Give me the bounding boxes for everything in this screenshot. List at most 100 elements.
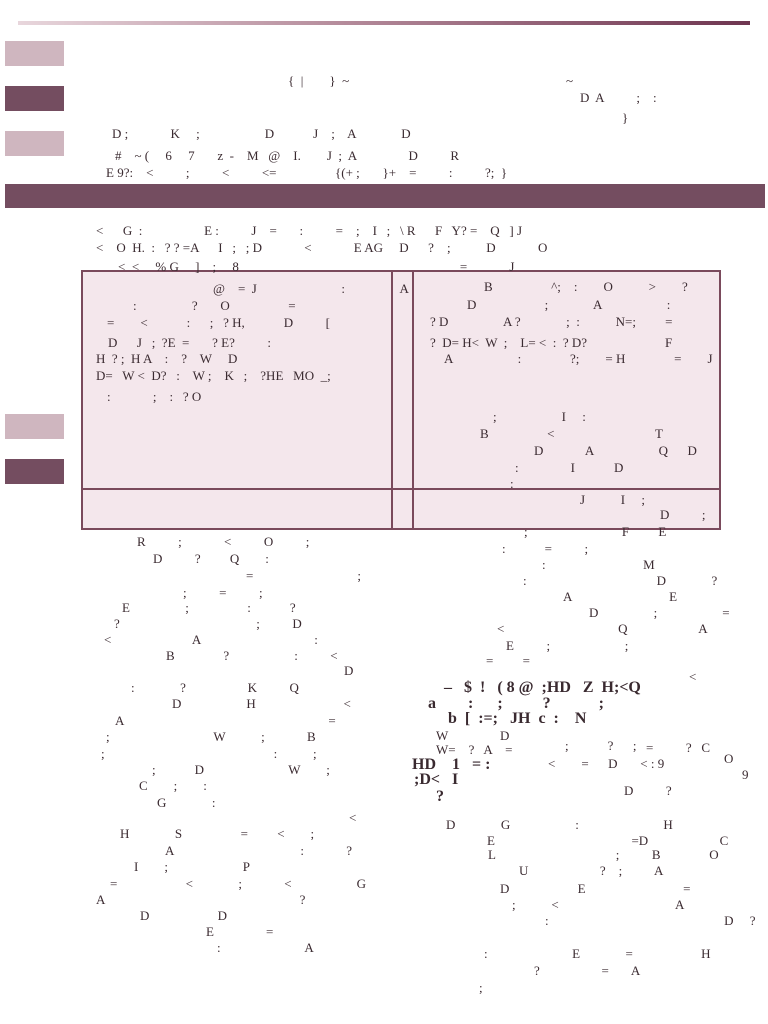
doc-line-44: ; : ; — [101, 746, 317, 761]
doc-line-76: < = D < : 9 — [548, 756, 665, 771]
table-divider-2 — [412, 272, 414, 528]
doc-line-70: W= ? A = — [436, 742, 513, 757]
doc-line-4: } — [622, 110, 629, 125]
doc-line-64: = = — [486, 653, 530, 668]
doc-line-48: < — [349, 810, 357, 825]
doc-line-14: D J ; ?E = ? E? : — [108, 335, 271, 350]
doc-line-47: G : — [157, 795, 216, 810]
doc-line-63: E ; ; — [506, 638, 629, 653]
doc-line-83: U ? ; A — [519, 863, 664, 878]
doc-line-28: J I ; — [580, 492, 645, 507]
table-divider-1 — [391, 272, 393, 528]
doc-line-55: E = — [206, 924, 274, 939]
doc-line-45: ; D W ; — [152, 762, 330, 777]
doc-line-71: HD 1 = : — [412, 756, 491, 773]
header-rule — [18, 21, 750, 25]
doc-line-86: : D ? — [545, 913, 756, 928]
margin-tab-5 — [5, 459, 64, 484]
doc-line-88: ? = A — [534, 963, 641, 978]
doc-line-19: D ; A : — [467, 297, 671, 312]
doc-line-5: D ; K ; D J ; A D — [112, 126, 411, 141]
doc-line-50: A : ? — [165, 843, 353, 858]
doc-line-32: D ? Q : — [153, 551, 269, 566]
doc-line-46: C ; : — [139, 778, 207, 793]
doc-line-51: I ; P — [134, 859, 250, 874]
doc-line-89: ; — [479, 980, 483, 995]
margin-tab-3 — [5, 131, 64, 156]
section-band — [5, 184, 765, 208]
doc-line-16: D= W < D? : W ; K ; ?HE MO _; — [96, 368, 331, 383]
doc-line-20: ? D A ? ; : N=; = — [430, 314, 673, 329]
doc-line-43: ; W ; B — [106, 729, 316, 744]
doc-line-26: : I D — [515, 460, 624, 475]
doc-line-72: ;D< I — [414, 771, 459, 788]
doc-line-30: ; F E — [524, 524, 667, 539]
doc-line-12: : ? O = — [133, 298, 296, 313]
doc-line-11: @ = J : A — [213, 281, 409, 296]
doc-line-31: R ; < O ; — [137, 534, 310, 549]
doc-line-21: ? D= H< W ; L= < : ? D? F — [430, 335, 673, 350]
doc-line-17: : ; : ? O — [107, 389, 202, 404]
doc-line-82: L ; B O — [488, 847, 719, 862]
doc-line-6: # ~ ( 6 7 z - M @ I. J ; A D R — [115, 148, 460, 163]
doc-line-29: D ; — [660, 507, 706, 522]
doc-line-22: A : ?; = H = J — [444, 351, 713, 366]
doc-line-65: < — [689, 669, 697, 684]
doc-line-78: 9 — [742, 767, 749, 782]
doc-line-81: E =D C — [487, 833, 729, 848]
doc-line-49: H S = < ; — [120, 826, 315, 841]
doc-line-35: E ; : ? — [122, 600, 296, 615]
doc-line-52: = < ; < G — [110, 876, 366, 891]
doc-line-27: : — [510, 476, 514, 491]
doc-line-74: ; ? ; — [565, 738, 637, 753]
doc-line-80: D G : H — [446, 817, 673, 832]
doc-line-8: < G : E : J = : = ; I ; \ R F Y? = Q ] J — [96, 223, 523, 238]
doc-line-10: < < % G ] ; 8 = J — [118, 259, 515, 274]
doc-line-69: W D — [436, 728, 510, 743]
table-panel — [81, 270, 721, 530]
doc-line-25: D A Q D — [534, 443, 697, 458]
doc-line-61: D ; = — [589, 605, 730, 620]
doc-line-36: ? ; D — [114, 616, 302, 631]
doc-line-13: = < : ; ? H, D [ — [107, 315, 331, 330]
margin-tab-4 — [5, 414, 64, 439]
doc-line-53: A ? — [96, 892, 306, 907]
doc-line-87: : E = H — [484, 946, 711, 961]
doc-line-62: < Q A — [497, 621, 708, 636]
doc-line-41: D H < — [172, 696, 351, 711]
doc-line-79: D ? — [624, 783, 672, 798]
doc-line-67: a : ; ? ; — [428, 695, 604, 712]
doc-line-40: : ? K Q — [131, 680, 299, 695]
doc-line-24: B < T — [480, 426, 663, 441]
doc-line-60: A E — [563, 589, 678, 604]
doc-line-75: = ? C — [646, 740, 711, 755]
doc-line-15: H ? ; H A : ? W D — [96, 351, 238, 366]
doc-line-73: ? — [436, 788, 444, 805]
doc-line-59: : D ? — [523, 573, 718, 588]
doc-line-38: B ? : < — [166, 648, 338, 663]
doc-line-56: : A — [217, 940, 314, 955]
doc-line-7: E 9?: < ; < <= {(+ ; }+ = : ?; } — [106, 165, 508, 180]
doc-line-58: : M — [542, 557, 655, 572]
doc-line-77: O — [724, 751, 734, 766]
doc-line-9: < O H. : ? ? =A I ; ; D < E AG D ? ; D O — [96, 240, 548, 255]
margin-tab-2 — [5, 86, 64, 111]
doc-line-85: ; < A — [512, 897, 685, 912]
doc-line-66: – $ ! ( 8 @ ;HD Z H;<Q — [444, 679, 641, 696]
doc-line-39: D — [344, 663, 354, 678]
table-row-divider — [83, 488, 719, 490]
doc-line-33: = ; — [246, 568, 361, 583]
margin-tab-1 — [5, 41, 64, 66]
doc-line-84: D E = — [500, 881, 691, 896]
doc-line-1: { | } ~ — [288, 73, 350, 88]
doc-line-42: A = — [115, 713, 336, 728]
doc-line-3: D A ; : — [580, 90, 657, 105]
doc-line-57: : = ; — [502, 541, 589, 556]
doc-line-23: ; I : — [493, 409, 586, 424]
doc-line-37: < A : — [104, 632, 318, 647]
doc-line-54: D D — [140, 908, 228, 923]
doc-line-2: ~ — [566, 73, 574, 88]
doc-line-34: ; = ; — [183, 585, 263, 600]
doc-line-18: B ^; : O > ? — [484, 279, 688, 294]
doc-line-68: b [ :=; JH c : N — [448, 710, 587, 727]
